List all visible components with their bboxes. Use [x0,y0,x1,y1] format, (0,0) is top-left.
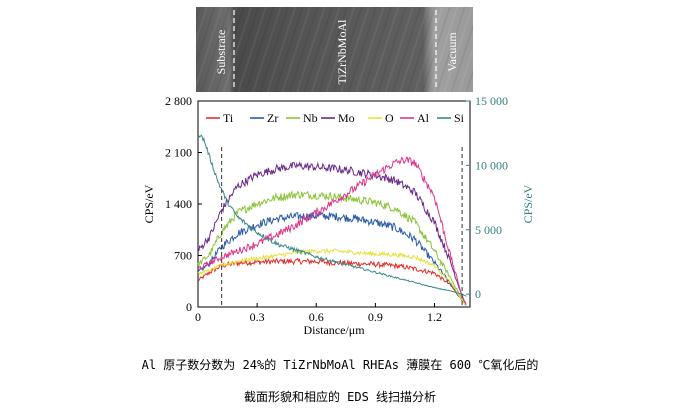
sem-cross-section-image: Substrate TiZrNbMoAl Vacuum [196,7,473,92]
boundary-layer [221,147,463,307]
legend-label-al: Al [417,111,430,125]
y-right-tick-label: 0 [475,287,481,301]
y-right-tick-label: 15 000 [475,94,508,108]
x-tick-label: 0.6 [309,310,324,324]
y-left-tick-label: 700 [174,249,192,263]
y-axis-label-left: CPS/eV [142,184,156,223]
series-layer [197,134,467,306]
x-tick-label: 1.2 [427,310,442,324]
eds-chart: 0 0.3 0.6 0.9 1.2 0 700 1 400 2 100 2 800 0 5 000 10… [142,94,535,337]
y-right-tick-label: 5 000 [475,223,502,237]
legend-label-mo: Mo [338,111,355,125]
y-left-tick-label: 2 100 [165,146,192,160]
y-axis-label-right: CPS/eV [521,184,535,223]
sem-label-film: TiZrNbMoAl [335,19,349,85]
sem-label-substrate: Substrate [214,30,228,75]
legend-label-zr: Zr [267,111,278,125]
y-left-tick-label: 0 [186,300,192,314]
y-left-tick-label: 1 400 [165,197,192,211]
plot-area-frame [197,100,471,308]
legend-label-nb: Nb [303,111,318,125]
series-line-nb [197,190,467,306]
sem-label-vacuum: Vacuum [445,32,459,72]
ticks-layer: 0 0.3 0.6 0.9 1.2 0 700 1 400 2 100 2 800 0 5 000 10… [165,94,508,324]
legend: Ti Zr Nb Mo O Al Si [206,111,465,125]
series-line-mo [197,161,467,306]
series-line-zr [197,211,467,306]
series-line-ti [197,257,467,306]
y-right-tick-label: 10 000 [475,158,508,172]
figure-caption-line-2: 截面形貌和相应的 EDS 线扫描分析 [243,390,437,404]
x-tick-label: 0.3 [250,310,265,324]
eds-line-scan-figure: Substrate TiZrNbMoAl Vacuum 0 0.3 0.6 0.9 1.… [142,7,535,337]
x-tick-label: 0.9 [368,310,383,324]
x-axis-label: Distance/μm [303,323,365,337]
series-line-al [197,156,467,305]
y-left-tick-label: 2 800 [165,94,192,108]
legend-label-si: Si [454,111,465,125]
x-tick-label: 0 [195,310,201,324]
series-line-si [197,134,467,297]
legend-label-o: O [385,111,394,125]
figure-caption-line-1: Al 原子数分数为 24%的 TiZrNbMoAl RHEAs 薄膜在 600 … [141,358,539,372]
series-line-o [197,247,467,306]
legend-label-ti: Ti [223,111,234,125]
